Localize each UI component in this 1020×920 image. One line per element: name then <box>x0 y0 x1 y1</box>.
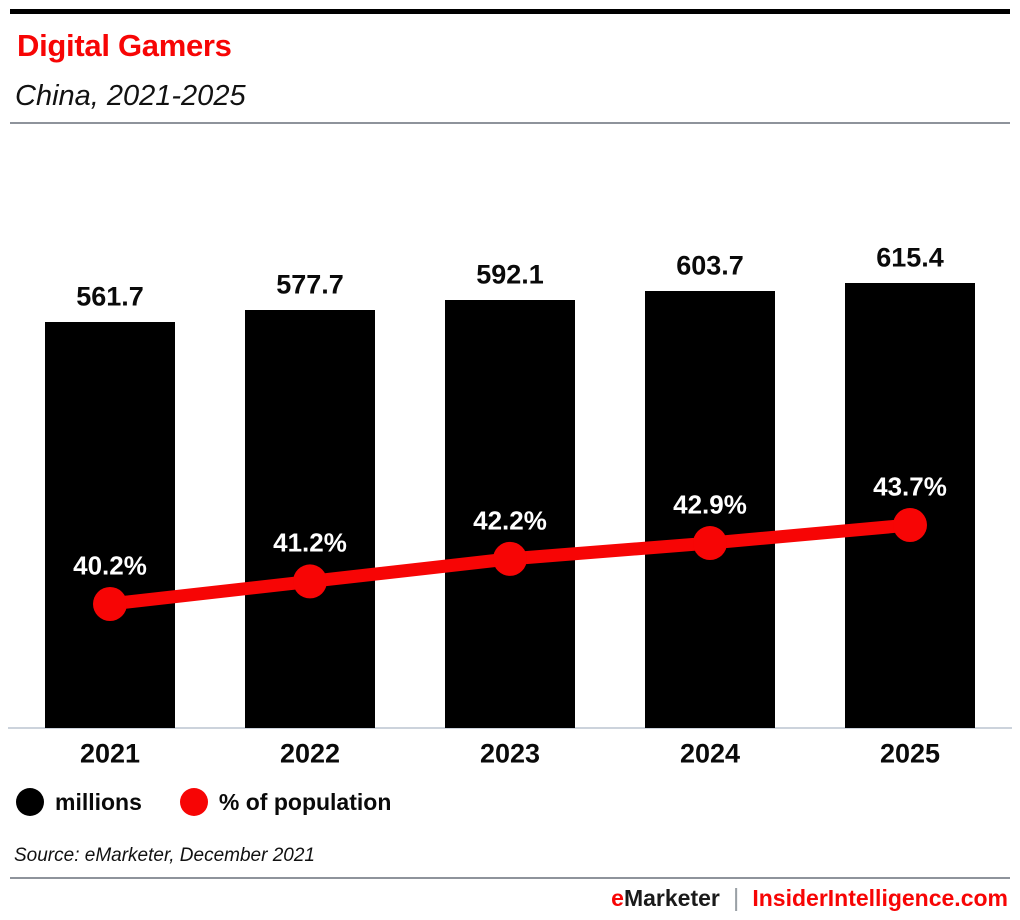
line-value-label: 42.2% <box>473 505 547 536</box>
footer-divider <box>10 877 1010 879</box>
legend-label: millions <box>55 788 142 815</box>
legend-label: % of population <box>218 788 392 815</box>
bar-2024 <box>645 291 775 728</box>
bar-value-label: 561.7 <box>76 281 144 312</box>
bar-2025 <box>845 283 975 728</box>
millions-dot-icon <box>16 788 44 816</box>
x-tick-2023: 2023 <box>479 738 541 769</box>
emarketer-logo: eMarketer <box>611 885 720 912</box>
legend-item-population: % of population <box>179 788 392 816</box>
bar-value-label: 615.4 <box>876 242 944 273</box>
bar-2022 <box>245 310 375 728</box>
line-value-label: 41.2% <box>273 527 347 558</box>
source-note: Source: eMarketer, December 2021 <box>14 845 315 866</box>
brand-prefix: e <box>611 885 624 911</box>
brand-name: Marketer <box>623 885 720 911</box>
footer-separator-icon: | <box>732 884 740 912</box>
legend-item-millions: millions <box>16 788 142 816</box>
bar-value-label: 592.1 <box>476 259 544 290</box>
chart-legend: millions % of population <box>16 788 391 816</box>
x-tick-2022: 2022 <box>279 738 341 769</box>
bar-value-label: 577.7 <box>276 269 344 300</box>
header-divider <box>10 122 1010 124</box>
top-rule <box>10 9 1010 14</box>
population-dot-icon <box>179 788 208 816</box>
line-value-label: 43.7% <box>873 471 947 502</box>
x-tick-2025: 2025 <box>879 738 941 769</box>
line-value-label: 40.2% <box>73 550 147 581</box>
bar-value-label: 603.7 <box>676 250 744 281</box>
bar-2023 <box>445 299 575 728</box>
brand-footer: eMarketer | InsiderIntelligence.com <box>611 884 1008 913</box>
bar-2021 <box>45 321 175 728</box>
line-value-label: 42.9% <box>673 489 747 520</box>
page-title: Digital Gamers <box>17 28 232 63</box>
insider-intelligence-link[interactable]: InsiderIntelligence.com <box>752 885 1008 911</box>
x-tick-2024: 2024 <box>679 738 741 769</box>
page-subtitle: China, 2021-2025 <box>15 80 246 112</box>
x-tick-2021: 2021 <box>79 738 141 769</box>
x-axis-line <box>8 727 1012 729</box>
